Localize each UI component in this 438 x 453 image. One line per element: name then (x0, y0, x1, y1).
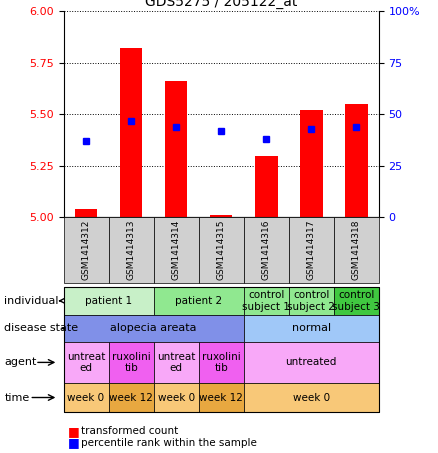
Text: untreat
ed: untreat ed (67, 352, 105, 373)
Text: untreated: untreated (286, 357, 337, 367)
Text: control
subject 1: control subject 1 (242, 290, 290, 312)
Text: week 0: week 0 (67, 392, 105, 403)
Text: untreat
ed: untreat ed (157, 352, 195, 373)
Text: ■: ■ (68, 425, 80, 438)
Text: transformed count: transformed count (81, 426, 178, 436)
Text: GSM1414316: GSM1414316 (262, 220, 271, 280)
Text: alopecia areata: alopecia areata (110, 323, 197, 333)
Text: control
subject 3: control subject 3 (332, 290, 380, 312)
Text: week 12: week 12 (109, 392, 153, 403)
Text: individual: individual (4, 296, 59, 306)
Bar (300, 110, 322, 217)
Text: GSM1414315: GSM1414315 (217, 220, 226, 280)
Text: GSM1414317: GSM1414317 (307, 220, 316, 280)
Bar (210, 215, 233, 217)
Text: week 0: week 0 (293, 392, 330, 403)
Bar (165, 82, 187, 217)
Text: week 12: week 12 (199, 392, 243, 403)
Text: normal: normal (292, 323, 331, 333)
Text: patient 1: patient 1 (85, 296, 132, 306)
Text: GSM1414313: GSM1414313 (127, 220, 136, 280)
Text: ruxolini
tib: ruxolini tib (112, 352, 151, 373)
Text: control
subject 2: control subject 2 (287, 290, 335, 312)
Bar (75, 209, 97, 217)
Bar (120, 48, 142, 217)
Title: GDS5275 / 205122_at: GDS5275 / 205122_at (145, 0, 297, 9)
Text: ■: ■ (68, 437, 80, 449)
Text: GSM1414318: GSM1414318 (352, 220, 361, 280)
Text: patient 2: patient 2 (175, 296, 222, 306)
Text: GSM1414312: GSM1414312 (81, 220, 91, 280)
Text: percentile rank within the sample: percentile rank within the sample (81, 438, 257, 448)
Text: GSM1414314: GSM1414314 (172, 220, 180, 280)
Text: agent: agent (4, 357, 37, 367)
Text: week 0: week 0 (158, 392, 195, 403)
Bar (345, 104, 367, 217)
Text: ruxolini
tib: ruxolini tib (202, 352, 240, 373)
Bar (255, 156, 278, 217)
Text: time: time (4, 392, 30, 403)
Text: disease state: disease state (4, 323, 78, 333)
